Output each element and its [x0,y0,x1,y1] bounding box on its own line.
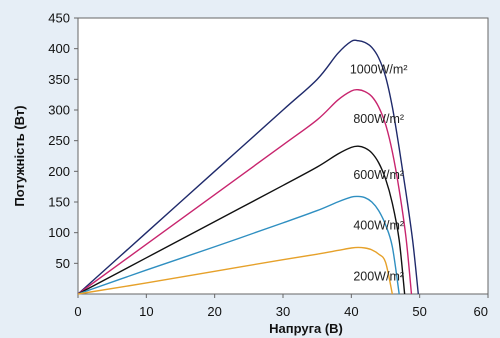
x-tick-label: 20 [207,304,221,319]
x-axis-title: Напруга (В) [269,321,343,336]
series-label: 200W/m² [353,269,404,283]
x-tick-label: 0 [74,304,81,319]
series-labels: 1000W/m² 800W/m² 600W/m² 400W/m² 200W/m² [350,63,408,284]
plot-area [77,17,489,295]
x-tick-label: 60 [474,304,488,319]
series-line [77,246,394,295]
series-label: 1000W/m² [350,63,408,77]
y-tick-label: 200 [48,164,70,179]
series-label: 800W/m² [353,112,404,126]
x-tick-label: 30 [276,304,290,319]
y-tick-label: 350 [48,72,70,87]
y-tick-label: 250 [48,133,70,148]
x-tick-label: 40 [344,304,358,319]
series-lines [77,39,419,295]
y-tick-label: 100 [48,225,70,240]
y-tick-label: 400 [48,41,70,56]
y-tick-label: 300 [48,103,70,118]
series-label: 600W/m² [353,168,404,182]
x-axis-ticks: 0 10 20 30 40 50 60 [74,294,489,319]
y-tick-label: 450 [48,11,70,26]
x-tick-label: 10 [139,304,153,319]
y-tick-label: 150 [48,195,70,210]
series-line [77,39,419,295]
y-axis-title: Потужність (Вт) [12,105,27,206]
y-axis-ticks: 50 100 150 200 250 300 350 400 450 [48,11,78,271]
series-line [77,145,406,295]
x-tick-label: 50 [412,304,426,319]
series-line [77,195,400,295]
y-tick-label: 50 [56,256,70,271]
series-label: 400W/m² [353,218,404,232]
series-line [77,88,413,295]
